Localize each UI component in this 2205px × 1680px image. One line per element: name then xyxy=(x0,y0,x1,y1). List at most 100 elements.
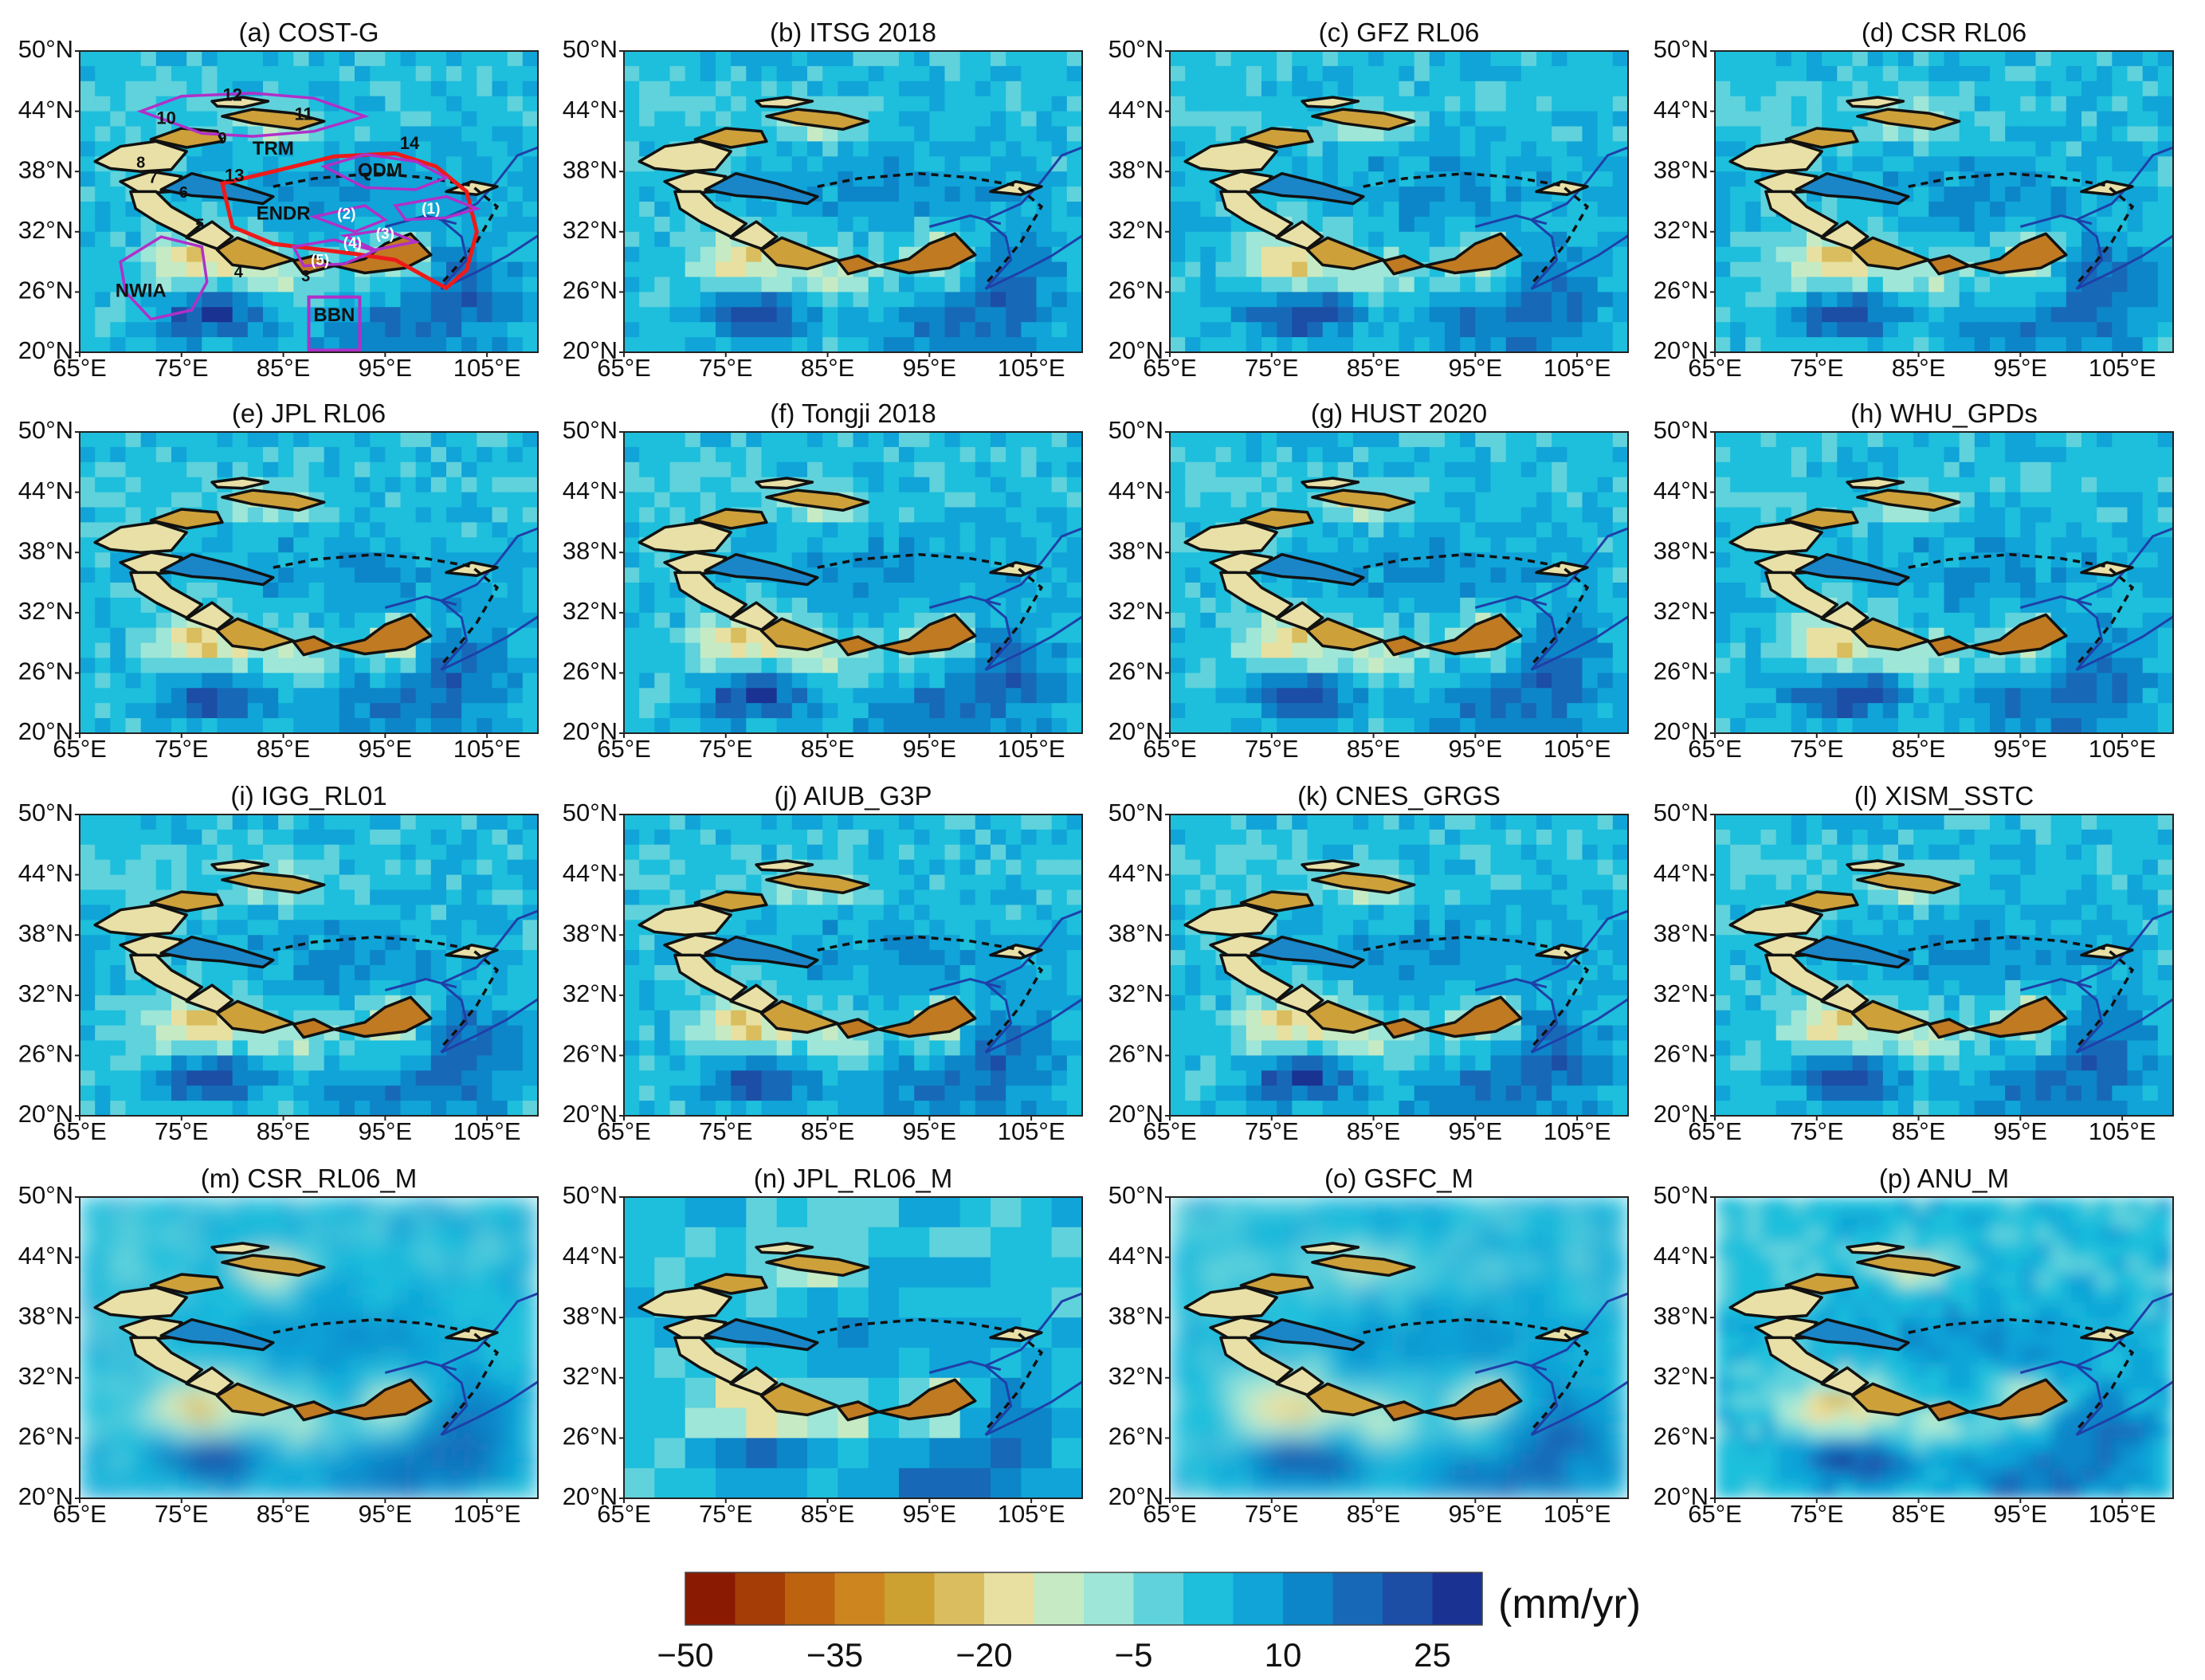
trend-cell xyxy=(492,507,508,524)
trend-cell xyxy=(125,111,142,128)
trend-cell xyxy=(1460,337,1477,352)
trend-cell xyxy=(1475,537,1492,553)
trend-cell xyxy=(1021,522,1038,539)
trend-cell xyxy=(1051,461,1068,478)
trend-cell xyxy=(1959,597,1975,614)
trend-cell xyxy=(1414,322,1430,338)
trend-cell xyxy=(370,446,386,463)
trend-cell xyxy=(2050,477,2067,493)
trend-cell xyxy=(202,111,218,128)
trend-cell xyxy=(247,522,264,539)
trend-cell xyxy=(339,552,355,568)
trend-cell xyxy=(944,322,961,338)
trend-cell xyxy=(1552,718,1568,733)
trend-cell xyxy=(370,96,386,112)
trend-cell xyxy=(669,461,686,478)
trend-cell xyxy=(624,246,640,263)
trend-cell xyxy=(1383,703,1400,719)
trend-cell xyxy=(822,597,839,614)
trend-cell xyxy=(700,461,716,478)
trend-cell xyxy=(654,65,671,82)
trend-cell xyxy=(293,477,310,493)
trend-cell xyxy=(492,307,508,323)
trend-cell xyxy=(1552,522,1568,539)
trend-cell xyxy=(400,322,417,338)
glacier-region xyxy=(210,96,270,109)
trend-cell xyxy=(1898,202,1914,218)
trend-cell xyxy=(807,292,823,308)
trend-cell xyxy=(2142,171,2159,187)
trend-cell xyxy=(807,657,823,674)
trend-cell xyxy=(1567,627,1583,644)
trend-cell xyxy=(731,246,747,263)
trend-cell xyxy=(991,65,1006,82)
trend-cell xyxy=(2020,111,2037,128)
trend-cell xyxy=(883,96,900,112)
trend-cell xyxy=(791,65,808,82)
trend-cell xyxy=(1337,552,1354,568)
trend-cell xyxy=(716,673,732,689)
trend-cell xyxy=(522,216,538,233)
x-tick-label: 75°E xyxy=(1245,735,1299,763)
trend-cell xyxy=(1066,567,1082,583)
trend-cell xyxy=(232,307,249,323)
trend-cell xyxy=(624,171,640,187)
trend-cell xyxy=(2050,322,2067,338)
trend-cell xyxy=(370,703,386,719)
trend-cell xyxy=(1990,446,2006,463)
trend-cell xyxy=(1490,657,1507,674)
y-tick-label: 32°N xyxy=(563,597,618,625)
trend-cell xyxy=(507,583,524,599)
trend-cell xyxy=(1006,141,1022,158)
trend-cell xyxy=(1898,703,1914,719)
y-tick-label: 38°N xyxy=(1108,536,1163,564)
trend-cell xyxy=(2020,492,2037,508)
trend-cell xyxy=(853,432,869,448)
trend-cell xyxy=(370,461,386,478)
trend-cell xyxy=(868,446,885,463)
trend-cell xyxy=(186,492,203,508)
trend-cell xyxy=(975,688,991,704)
trend-cell xyxy=(2035,277,2052,293)
trend-cell xyxy=(1322,673,1339,689)
trend-cell xyxy=(293,96,310,112)
trend-cell xyxy=(1490,277,1507,293)
trend-cell xyxy=(1414,477,1430,493)
trend-cell xyxy=(639,673,656,689)
trend-cell xyxy=(1582,432,1599,448)
trend-cell xyxy=(883,292,900,308)
trend-cell xyxy=(1429,156,1446,172)
trend-cell xyxy=(155,277,172,293)
trend-cell xyxy=(1536,492,1552,508)
trend-cell xyxy=(2142,277,2159,293)
trend-cell xyxy=(1867,597,1884,614)
trend-cell xyxy=(1597,156,1614,172)
trend-cell xyxy=(339,612,355,629)
trend-cell xyxy=(125,612,142,629)
trend-cell xyxy=(1505,492,1522,508)
trend-cell xyxy=(217,337,233,352)
trend-cell xyxy=(2142,126,2159,143)
trend-cell xyxy=(991,126,1006,143)
trend-cell xyxy=(339,567,355,583)
trend-cell xyxy=(1898,522,1914,539)
trend-cell xyxy=(1852,432,1869,448)
trend-cell xyxy=(1990,141,2006,158)
trend-cell xyxy=(2081,322,2097,338)
trend-cell xyxy=(1567,322,1583,338)
trend-cell xyxy=(1445,583,1461,599)
trend-cell xyxy=(914,156,931,172)
trend-cell xyxy=(883,337,900,352)
trend-cell xyxy=(868,277,885,293)
trend-cell xyxy=(975,627,991,644)
trend-cell xyxy=(446,461,462,478)
trend-cell xyxy=(639,477,656,493)
trend-cell xyxy=(1036,522,1053,539)
trend-cell xyxy=(492,277,508,293)
trend-cell xyxy=(975,307,991,323)
trend-cell xyxy=(1429,657,1446,674)
trend-cell xyxy=(80,597,96,614)
trend-cell xyxy=(1200,322,1217,338)
trend-cell xyxy=(461,65,478,82)
trend-cell xyxy=(746,111,763,128)
